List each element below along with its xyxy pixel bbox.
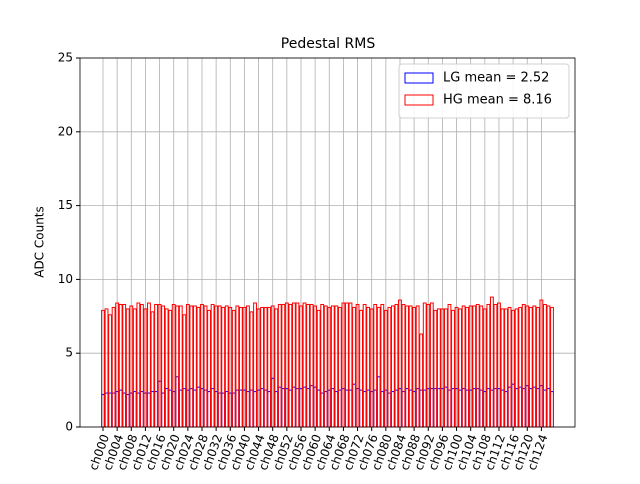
y-tick-label: 10	[58, 272, 73, 286]
legend-swatch	[404, 72, 434, 84]
y-tick-label: 5	[65, 346, 73, 360]
y-tick-label: 25	[58, 51, 73, 65]
legend-swatch	[404, 94, 434, 106]
legend-label: HG mean = 8.16	[443, 93, 552, 108]
legend-box	[398, 63, 570, 119]
y-tick-label: 15	[58, 198, 73, 212]
y-tick-label: 20	[58, 124, 73, 138]
legend-label: LG mean = 2.52	[443, 71, 549, 86]
y-axis-label: ADC Counts	[33, 206, 47, 278]
axes-frame	[79, 57, 576, 428]
plot-area: 0510152025ch000ch004ch008ch012ch016ch020…	[58, 51, 576, 472]
chart-title: Pedestal RMS	[281, 36, 376, 52]
y-tick-label: 0	[65, 420, 73, 434]
